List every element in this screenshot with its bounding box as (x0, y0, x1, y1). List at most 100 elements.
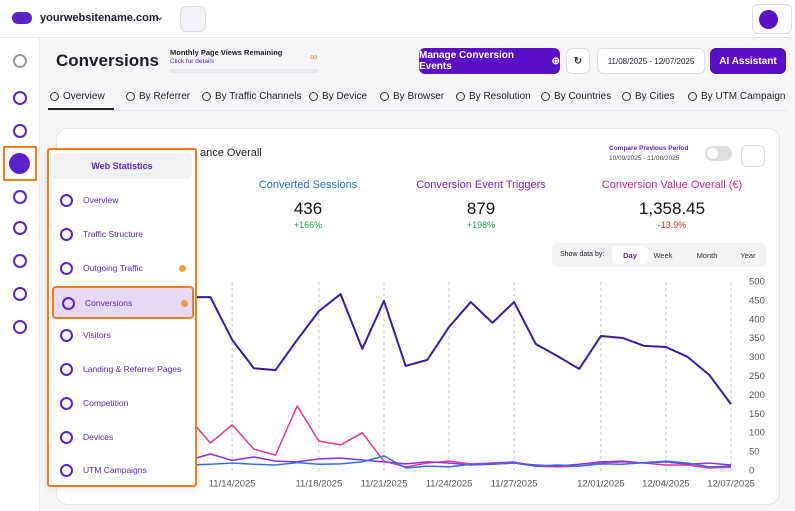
tab-icon (456, 92, 465, 101)
nav-highlight (3, 146, 37, 181)
site-chevron[interactable]: ⌄ (155, 11, 165, 23)
menu-label[interactable]: Overview (83, 195, 119, 205)
menu-item[interactable]: Landing & Referrer Pages (52, 354, 194, 387)
menu-item[interactable]: Devices (52, 422, 194, 455)
metric-change: -13.9% (657, 220, 687, 230)
menu-label[interactable]: Competition (83, 397, 129, 408)
top-bar: yourwebsitename.com ⌄ (0, 0, 795, 38)
compare-toggle[interactable] (705, 146, 732, 161)
x-tick-label: 11/14/2025 (209, 479, 256, 490)
period-button[interactable]: Day (612, 246, 648, 264)
y-tick-label: 100 (749, 428, 765, 439)
ai-assistant-button[interactable]: AI Assistant (710, 48, 786, 74)
tab[interactable]: By Countries (541, 91, 611, 102)
nav-icon[interactable] (13, 254, 27, 268)
account-menu[interactable] (752, 4, 792, 34)
filter-button[interactable] (741, 145, 765, 167)
show-by-label: Show data by: (560, 251, 605, 258)
menu-label[interactable]: UTM Campaigns (83, 465, 147, 476)
x-tick-label: 12/01/2025 (577, 479, 625, 490)
nav-icon[interactable] (13, 221, 27, 235)
menu-icon (60, 363, 73, 376)
tab[interactable]: Overview (50, 91, 105, 102)
y-tick-label: 500 (749, 277, 765, 288)
tab[interactable]: By Cities (622, 91, 674, 102)
metric-change: +166% (293, 220, 323, 230)
metric-label: Converted Sessions (258, 179, 358, 191)
page-title: Conversions (56, 51, 159, 70)
tab-icon (309, 92, 318, 101)
menu-label[interactable]: Traffic Structure (83, 228, 143, 239)
manage-events-button[interactable]: Manage Conversion Events ⊕ (419, 48, 560, 74)
menu-item[interactable]: Conversions (52, 286, 194, 320)
period-switcher (552, 243, 766, 267)
nav-icon-active[interactable] (9, 153, 30, 174)
quota-link[interactable]: Click for details (170, 58, 215, 65)
menu-item[interactable]: Traffic Structure (52, 219, 194, 252)
collapse-icon[interactable] (13, 54, 27, 68)
nav-icon[interactable] (13, 91, 27, 105)
tab[interactable]: By Traffic Channels (202, 91, 302, 102)
menu-label[interactable]: Outgoing Traffic (83, 262, 143, 273)
site-name[interactable]: yourwebsitename.com (40, 12, 159, 24)
menu-icon (60, 329, 73, 343)
y-tick-label: 400 (749, 314, 765, 325)
quota-title: Monthly Page Views Remaining (170, 48, 283, 57)
tab-icon (622, 92, 631, 101)
tab[interactable]: By Resolution (456, 91, 531, 102)
series-line (101, 453, 732, 467)
tab-icon (202, 92, 211, 101)
nav-icon[interactable] (13, 287, 27, 301)
compare-label: Compare Previous Period (609, 145, 689, 152)
y-tick-label: 50 (749, 447, 760, 458)
x-tick-label: 11/24/2025 (426, 479, 473, 490)
menu-title: Web Statistics (52, 153, 192, 179)
series-line (101, 455, 732, 469)
tab-underline (48, 108, 114, 110)
metric-value: 1,358.45 (638, 199, 706, 218)
tab-icon (688, 92, 697, 101)
y-tick-label: 150 (749, 409, 765, 420)
menu-icon (62, 297, 75, 311)
y-tick-label: 200 (749, 390, 765, 401)
metric-label: Conversion Value Overall (€) (601, 179, 743, 191)
menu-alert-dot (179, 264, 186, 272)
menu-label[interactable]: Conversions (85, 298, 133, 309)
menu-item[interactable]: Overview (52, 185, 194, 218)
open-site-button[interactable] (180, 6, 206, 32)
compare-range: 10/09/2025 - 11/08/2025 (609, 155, 680, 162)
y-tick-label: 350 (749, 333, 765, 344)
tab-icon (380, 92, 389, 101)
menu-alert-dot (181, 300, 188, 308)
menu-item[interactable]: Visitors (52, 320, 194, 353)
period-button[interactable]: Month (696, 250, 718, 260)
date-picker[interactable]: 11/08/2025 - 12/07/2025 (597, 48, 705, 74)
tab[interactable]: By Referrer (126, 91, 190, 102)
y-tick-label: 0 (749, 466, 754, 477)
menu-item[interactable]: UTM Campaigns (52, 455, 194, 488)
x-tick-label: 12/04/2025 (642, 479, 690, 490)
date-range: 11/08/2025 - 12/07/2025 (607, 56, 695, 66)
menu-item[interactable]: Outgoing Traffic (52, 253, 194, 286)
menu-item[interactable]: Competition (52, 388, 194, 421)
menu-icon (60, 430, 73, 444)
tab[interactable]: By UTM Campaign (688, 91, 785, 102)
tab[interactable]: By Device (309, 91, 367, 102)
period-button[interactable]: Week (653, 250, 673, 260)
ai-assistant-label: AI Assistant (719, 55, 777, 67)
x-tick-label: 11/21/2025 (361, 479, 408, 490)
tab-divider (48, 110, 788, 111)
stats-menu: Web Statistics Overview Traffic Structure… (47, 148, 197, 487)
refresh-button[interactable]: ↻ (566, 48, 590, 74)
nav-icon[interactable] (13, 320, 27, 334)
menu-label[interactable]: Visitors (83, 330, 111, 341)
x-tick-label: 11/27/2025 (491, 479, 538, 490)
nav-icon[interactable] (13, 190, 27, 204)
period-button[interactable]: Year (740, 250, 756, 260)
tab[interactable]: By Browser (380, 91, 444, 102)
menu-label[interactable]: Landing & Referrer Pages (83, 364, 182, 374)
menu-label[interactable]: Devices (83, 431, 114, 442)
nav-icon[interactable] (13, 124, 27, 138)
